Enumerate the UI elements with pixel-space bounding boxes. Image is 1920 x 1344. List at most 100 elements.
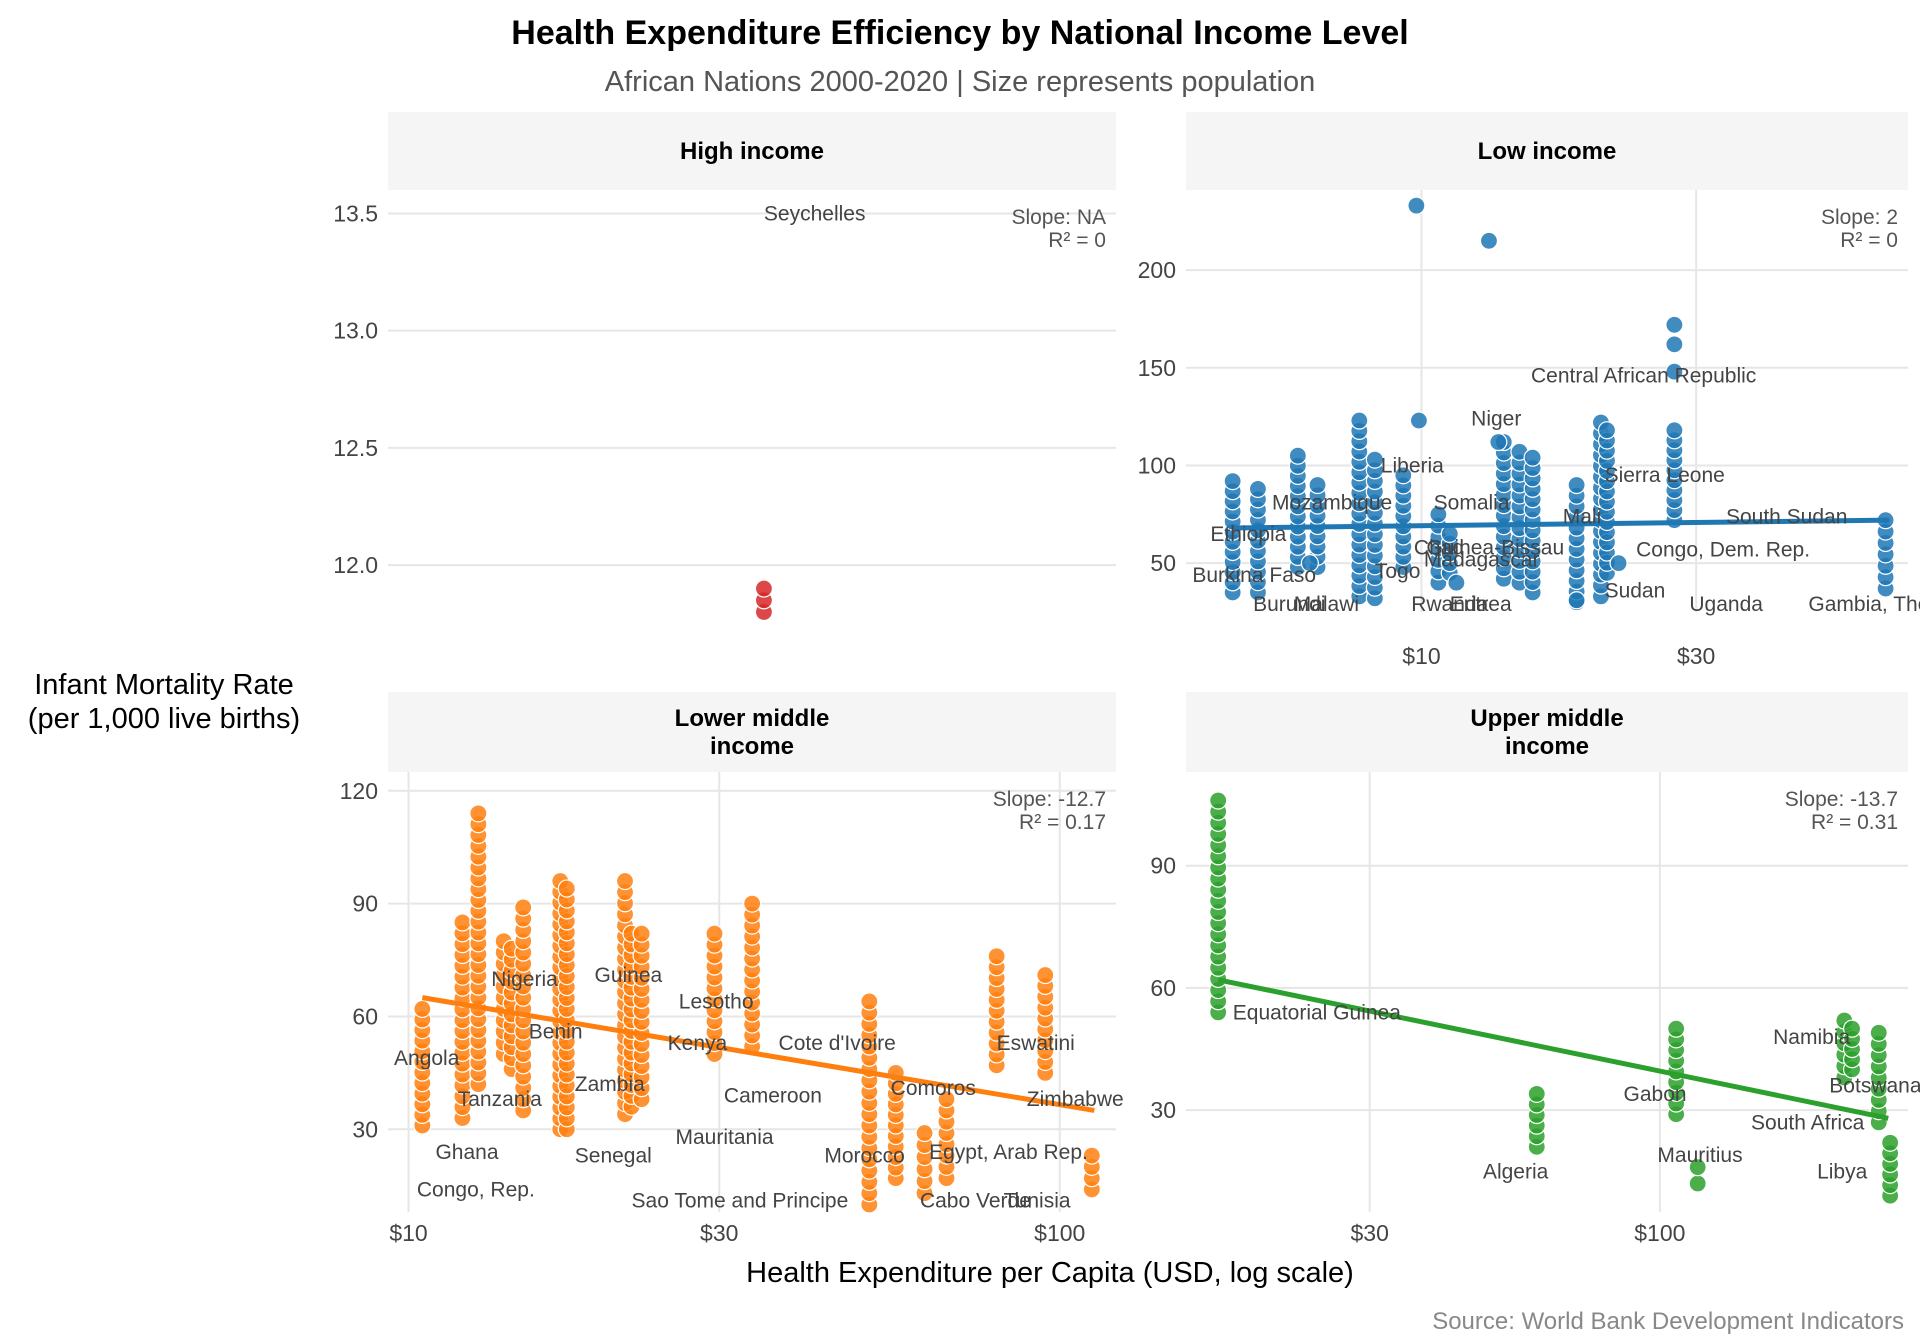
country-label: Rwanda — [1411, 593, 1488, 616]
regression-stat: Slope: -13.7 — [1785, 788, 1898, 811]
country-label: Benin — [529, 1020, 583, 1043]
chart-subtitle: African Nations 2000-2020 | Size represe… — [604, 66, 1316, 98]
y-tick-label: 150 — [1138, 355, 1176, 381]
x-tick-label: $100 — [1634, 1220, 1685, 1246]
y-axis-label: Infant Mortality Rate (per 1,000 live bi… — [4, 668, 324, 736]
country-label: Eritrea — [1450, 593, 1512, 616]
country-label: Sao Tome and Principe — [632, 1190, 849, 1213]
data-point — [1479, 231, 1499, 250]
data-point — [1429, 505, 1448, 524]
data-points — [1209, 791, 1900, 1205]
regression-stat: Slope: 2 — [1821, 206, 1898, 229]
country-label: Sierra Leone — [1605, 464, 1725, 487]
country-label: Uganda — [1689, 593, 1763, 616]
data-point — [1523, 448, 1542, 467]
data-point — [1082, 1146, 1101, 1165]
panel-strip-background — [1186, 692, 1908, 772]
country-label: Burundi — [1253, 593, 1325, 616]
data-point — [413, 999, 432, 1019]
data-point — [1688, 1174, 1707, 1193]
panel-strip-title: income — [710, 733, 794, 760]
data-point — [1609, 554, 1628, 573]
y-tick-label: 100 — [1138, 452, 1176, 478]
country-label: Ghana — [435, 1141, 498, 1164]
country-label: Kenya — [668, 1032, 728, 1055]
y-tick-label: 30 — [352, 1116, 378, 1142]
country-label: Comoros — [891, 1077, 976, 1100]
data-point — [1365, 450, 1384, 469]
country-label: Burkina Faso — [1192, 564, 1316, 587]
country-label: Liberia — [1381, 454, 1444, 477]
panel-1: High income 12.0 12.5 13.0 13.5 Seychelles Slo… — [333, 112, 1116, 622]
data-point — [1447, 573, 1466, 592]
y-tick-label: 60 — [352, 1003, 378, 1029]
data-points — [754, 579, 774, 622]
regression-stat: Slope: NA — [1011, 206, 1106, 229]
data-point — [1667, 1019, 1686, 1038]
country-label: Malawi — [1294, 593, 1359, 616]
data-point — [1394, 466, 1413, 485]
country-label: Eswatini — [997, 1032, 1075, 1055]
y-tick-label: 12.5 — [333, 435, 378, 461]
country-label: Algeria — [1483, 1160, 1549, 1183]
data-point — [743, 894, 762, 913]
country-label: South Africa — [1751, 1111, 1865, 1134]
country-label: Namibia — [1773, 1026, 1850, 1049]
data-point — [632, 924, 651, 943]
y-tick-label: 200 — [1138, 257, 1176, 283]
data-point — [1308, 475, 1327, 495]
country-label: Mauritius — [1657, 1144, 1742, 1167]
country-label: Morocco — [824, 1145, 905, 1168]
trend-line — [1232, 517, 1890, 531]
country-label: Guinea — [594, 964, 662, 987]
data-point — [1842, 1019, 1862, 1038]
panel-strip-background — [388, 692, 1116, 772]
panel-strip-title: income — [1505, 733, 1589, 760]
y-tick-label: 13.0 — [333, 318, 378, 344]
data-point — [1288, 446, 1307, 465]
data-point — [1223, 472, 1242, 491]
panel-2: Low income 50 100 150 200 $10 $30 Central Afric… — [1138, 112, 1920, 669]
country-label: Chad — [1414, 537, 1464, 560]
data-point — [754, 579, 774, 598]
panel-strip-title: Lower middle — [675, 705, 830, 732]
x-tick-label: $30 — [700, 1220, 738, 1246]
y-axis-label-line-1: Infant Mortality Rate — [34, 669, 294, 701]
data-point — [705, 924, 724, 943]
country-label: Tanzania — [458, 1088, 542, 1111]
y-tick-label: 50 — [1150, 550, 1176, 576]
x-tick-label: $100 — [1034, 1220, 1085, 1246]
data-point — [1209, 791, 1228, 810]
country-label: Congo, Dem. Rep. — [1636, 538, 1810, 561]
country-label: Sudan — [1605, 580, 1666, 603]
country-label: Libya — [1817, 1160, 1868, 1183]
country-label: Guinea-Bissau — [1426, 537, 1564, 560]
country-label: Gambia, The — [1808, 593, 1920, 616]
y-tick-label: 13.5 — [333, 200, 378, 226]
data-point — [1665, 421, 1684, 440]
data-point — [1527, 1084, 1546, 1103]
data-point — [1409, 411, 1429, 430]
panel-strip-title: Low income — [1478, 138, 1617, 165]
x-tick-label: $30 — [1350, 1220, 1388, 1246]
country-label: Cote d'Ivoire — [779, 1032, 896, 1055]
country-label: Zimbabwe — [1027, 1088, 1124, 1111]
data-point — [557, 879, 576, 898]
data-point — [860, 992, 879, 1011]
country-label: Seychelles — [764, 202, 866, 225]
country-label: Mali — [1563, 505, 1602, 528]
y-tick-label: 60 — [1150, 975, 1176, 1001]
country-label: Mauritania — [675, 1126, 773, 1149]
data-point — [1350, 411, 1369, 430]
country-label: Egypt, Arab Rep. — [929, 1141, 1088, 1164]
country-label: Nigeria — [491, 968, 558, 991]
country-label: Cameroon — [724, 1084, 822, 1107]
data-point — [1567, 591, 1586, 610]
country-label: Cabo Verde — [920, 1190, 1031, 1213]
data-point — [1665, 315, 1684, 334]
country-label: Zambia — [575, 1073, 645, 1096]
data-point — [937, 1090, 956, 1109]
country-label: Senegal — [575, 1145, 652, 1168]
